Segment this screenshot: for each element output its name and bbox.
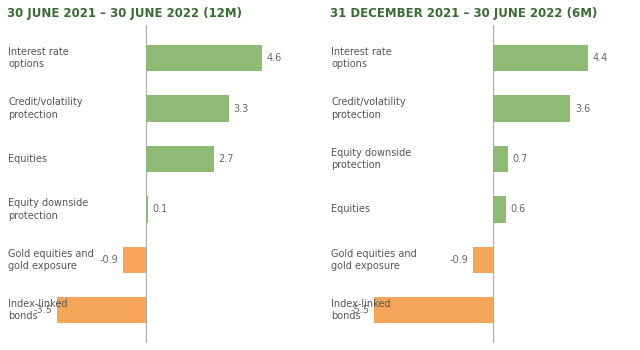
Bar [374,297,493,323]
Text: 4.4: 4.4 [592,53,607,63]
Bar [58,297,146,323]
Text: Equities: Equities [8,154,47,164]
Text: Gold equities and
gold exposure: Gold equities and gold exposure [8,248,94,271]
Text: -0.9: -0.9 [450,255,468,265]
Text: Gold equities and
gold exposure: Gold equities and gold exposure [332,248,417,271]
Bar [146,196,148,223]
Text: 2.7: 2.7 [218,154,234,164]
Text: Index-linked
bonds: Index-linked bonds [8,299,68,321]
Bar [146,146,214,172]
Bar [493,196,506,223]
Text: -3.5: -3.5 [34,305,53,315]
Text: 0.6: 0.6 [510,204,525,215]
Text: Index-linked
bonds: Index-linked bonds [332,299,391,321]
Text: 30 JUNE 2021 – 30 JUNE 2022 (12M): 30 JUNE 2021 – 30 JUNE 2022 (12M) [7,7,242,20]
Text: Credit/volatility
protection: Credit/volatility protection [8,97,83,120]
Bar [493,45,588,71]
Text: 31 DECEMBER 2021 – 30 JUNE 2022 (6M): 31 DECEMBER 2021 – 30 JUNE 2022 (6M) [330,7,598,20]
Text: Credit/volatility
protection: Credit/volatility protection [332,97,406,120]
Text: Interest rate
options: Interest rate options [332,47,392,69]
Bar [493,96,570,121]
Text: 3.3: 3.3 [234,104,249,113]
Text: 4.6: 4.6 [266,53,282,63]
Text: 3.6: 3.6 [575,104,590,113]
Bar [146,45,262,71]
Bar [473,247,493,273]
Text: Interest rate
options: Interest rate options [8,47,69,69]
Text: Equity downside
protection: Equity downside protection [8,198,88,220]
Bar [146,96,229,121]
Bar [493,146,508,172]
Text: -0.9: -0.9 [100,255,118,265]
Text: 0.1: 0.1 [153,204,168,215]
Text: -5.5: -5.5 [350,305,369,315]
Text: Equity downside
protection: Equity downside protection [332,148,412,170]
Bar [123,247,146,273]
Text: Equities: Equities [332,204,371,215]
Text: 0.7: 0.7 [512,154,527,164]
